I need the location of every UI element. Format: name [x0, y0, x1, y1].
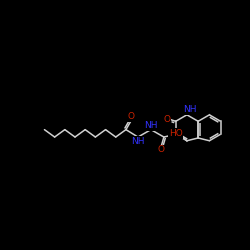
Text: NH: NH: [183, 105, 196, 114]
Text: NH: NH: [144, 121, 158, 130]
Text: NH: NH: [132, 136, 145, 145]
Text: O: O: [128, 112, 135, 121]
Text: HO: HO: [169, 129, 183, 138]
Text: O: O: [157, 146, 164, 154]
Text: O: O: [163, 114, 170, 124]
